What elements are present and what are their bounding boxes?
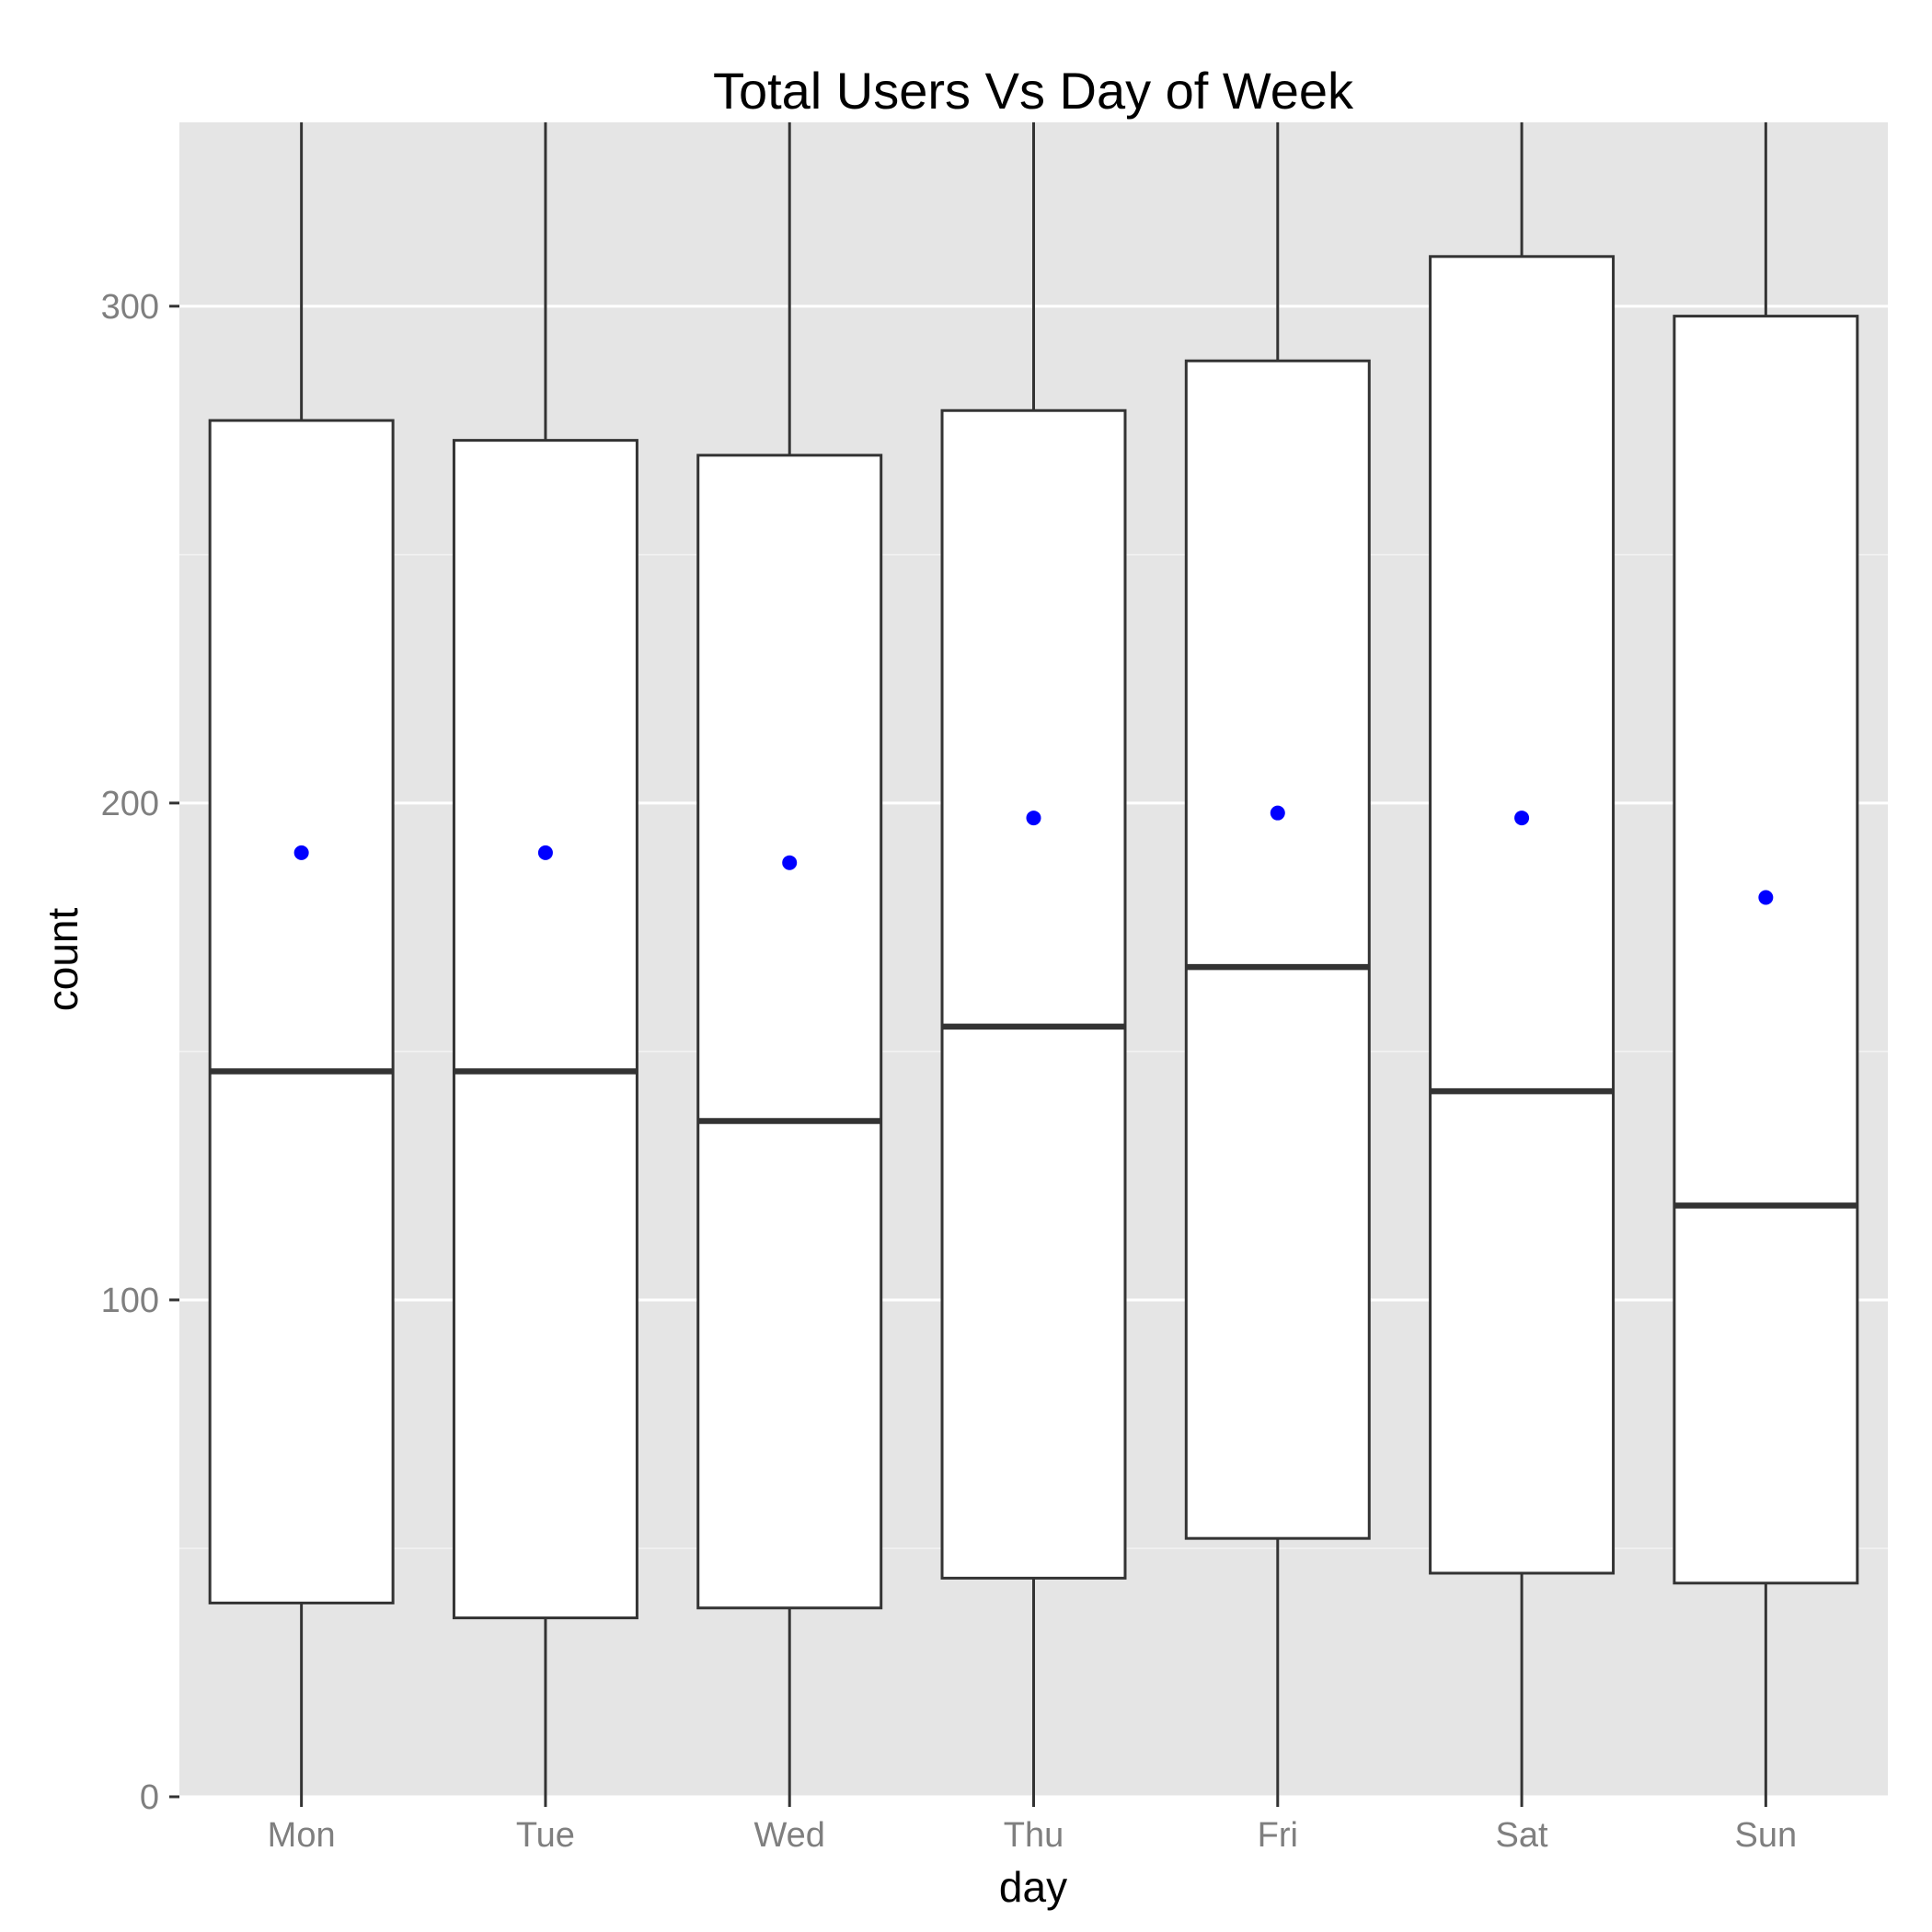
mean-point [1026,811,1041,826]
x-tick-label: Fri [1258,1816,1298,1855]
y-axis-title: count [39,908,86,1012]
mean-point [782,855,798,870]
y-tick-label: 100 [101,1282,159,1320]
mean-point [1270,805,1285,821]
x-tick-label: Thu [1004,1816,1064,1855]
x-tick-label: Sun [1735,1816,1798,1855]
interquartile-box [1429,255,1616,1575]
interquartile-box [940,408,1127,1580]
box-mon [208,122,395,1797]
chart-title: Total Users Vs Day of Week [713,62,1354,120]
box-sat [1429,122,1616,1797]
x-axis: Mon Tue Wed Thu Fri Sat Sun [268,1797,1797,1855]
boxplot-series [208,122,1859,1797]
interquartile-box [452,439,638,1620]
box-wed [696,122,883,1797]
y-tick-label: 200 [101,785,159,823]
box-sun [1673,122,1859,1797]
interquartile-box [208,419,395,1604]
interquartile-box [1673,315,1859,1585]
y-tick-label: 0 [140,1778,159,1817]
x-tick-label: Mon [268,1816,336,1855]
x-tick-label: Wed [753,1816,824,1855]
y-tick-label: 300 [101,288,159,327]
interquartile-box [1184,359,1371,1540]
mean-point [1514,811,1530,826]
mean-point [1758,890,1774,905]
x-axis-title: day [999,1863,1067,1911]
x-tick-label: Sat [1496,1816,1548,1855]
x-tick-label: Tue [516,1816,575,1855]
y-axis: 0 100 200 300 [101,288,179,1817]
box-fri [1184,122,1371,1797]
mean-point [293,845,309,860]
box-tue [452,122,638,1797]
box-thu [940,122,1127,1797]
interquartile-box [696,454,883,1610]
mean-point [537,845,553,860]
